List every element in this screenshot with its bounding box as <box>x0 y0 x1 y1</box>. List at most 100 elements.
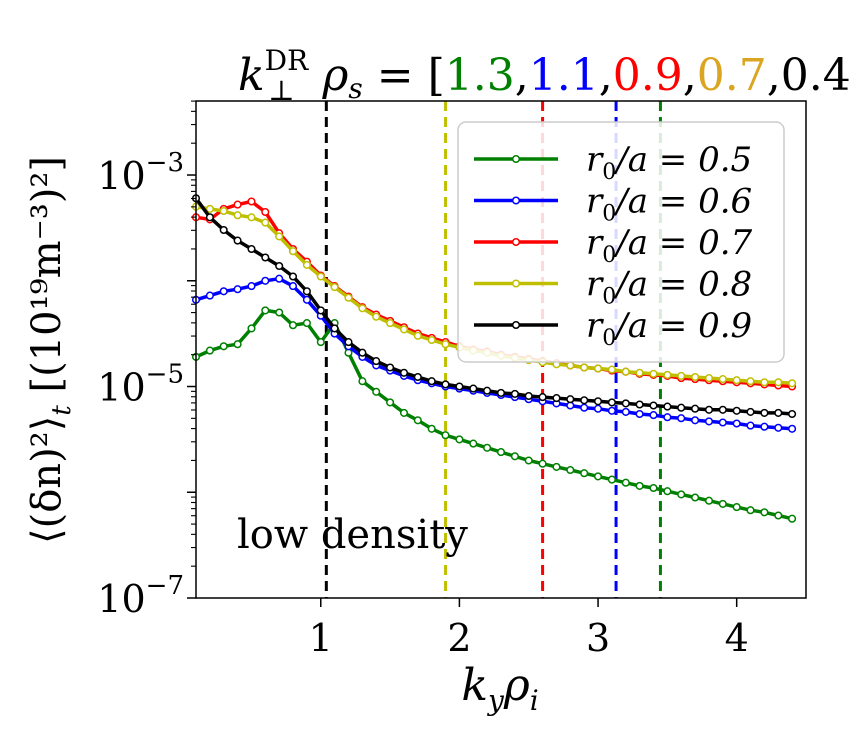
data-point <box>718 375 727 384</box>
legend-marker <box>511 196 521 205</box>
data-point <box>358 348 367 357</box>
data-point <box>677 490 686 499</box>
data-point <box>233 340 242 349</box>
data-point <box>247 244 256 254</box>
data-point <box>510 452 519 461</box>
data-point <box>330 324 339 333</box>
data-point <box>358 377 367 386</box>
data-point <box>621 399 630 408</box>
data-point <box>746 421 755 430</box>
data-point <box>760 422 769 431</box>
data-point <box>580 403 589 412</box>
data-point <box>635 481 644 490</box>
data-point <box>288 321 298 330</box>
plot-frame <box>195 100 807 599</box>
data-point <box>704 417 714 426</box>
data-point <box>593 364 603 373</box>
data-point <box>288 282 298 291</box>
data-point <box>704 374 714 383</box>
data-point <box>718 418 727 427</box>
data-point <box>566 361 575 370</box>
chart-title: kDR⊥ρs = [1.3,1.1,0.9,0.7,0.4] <box>238 44 850 107</box>
data-point <box>330 283 339 292</box>
data-point <box>496 388 506 397</box>
data-point <box>732 376 741 385</box>
data-point <box>247 324 256 333</box>
legend: r0/a = 0.5r0/a = 0.6r0/a = 0.7r0/a = 0.8… <box>457 121 785 363</box>
series-5 <box>191 194 797 419</box>
data-point <box>469 439 478 448</box>
data-point <box>649 483 658 493</box>
data-point <box>663 413 672 422</box>
data-point <box>663 370 672 379</box>
data-point <box>247 282 256 291</box>
data-point <box>732 503 741 512</box>
data-point <box>732 419 741 428</box>
data-point <box>510 389 519 398</box>
data-point <box>441 340 450 349</box>
axes-box <box>195 100 807 599</box>
data-point <box>552 462 561 471</box>
legend-marker <box>511 237 521 247</box>
data-point <box>566 395 575 404</box>
data-point <box>635 368 644 377</box>
legend-box <box>457 121 785 363</box>
data-point <box>205 213 214 222</box>
data-point <box>774 378 783 387</box>
data-point <box>788 514 797 523</box>
data-point <box>760 378 769 387</box>
data-point <box>386 319 395 328</box>
data-point <box>732 406 741 415</box>
data-point <box>496 448 506 457</box>
data-point <box>746 506 755 515</box>
data-point <box>621 407 630 416</box>
data-point <box>677 414 686 423</box>
data-point <box>275 232 284 241</box>
data-point <box>247 213 256 222</box>
data-point <box>386 398 395 407</box>
series-4 <box>191 202 797 388</box>
data-point <box>441 380 450 389</box>
data-point <box>233 285 242 294</box>
data-point <box>316 338 325 347</box>
data-point <box>663 487 672 496</box>
data-point <box>552 394 561 403</box>
legend-entry-3: r0/a = 0.7 <box>474 223 753 268</box>
data-point <box>288 272 298 281</box>
data-point <box>302 295 311 304</box>
data-point <box>663 402 672 411</box>
data-point <box>649 401 658 410</box>
data-point <box>233 236 242 245</box>
data-point <box>760 508 769 517</box>
data-point <box>677 371 686 380</box>
data-point <box>607 475 616 484</box>
annotation-low-density: low density <box>237 512 468 558</box>
data-point <box>344 338 353 347</box>
y-tick-label: 10−3 <box>97 148 184 198</box>
data-point <box>399 408 409 417</box>
data-point <box>219 206 228 216</box>
legend-marker <box>511 279 521 288</box>
data-point <box>372 357 381 366</box>
data-point <box>746 407 755 416</box>
data-point <box>469 384 478 393</box>
data-point <box>593 397 603 406</box>
data-point <box>455 382 464 391</box>
data-point <box>358 304 367 313</box>
data-point <box>205 291 214 300</box>
data-point <box>302 287 311 296</box>
data-point <box>718 499 727 508</box>
data-point <box>261 207 270 217</box>
data-point <box>704 405 714 414</box>
data-point <box>788 424 797 433</box>
data-point <box>691 372 700 382</box>
legend-entry-1: r0/a = 0.5 <box>474 140 752 185</box>
data-point <box>316 306 325 315</box>
data-point <box>344 293 353 302</box>
data-point <box>718 405 727 414</box>
data-point <box>275 274 284 283</box>
legend-label: r0/a = 0.8 <box>586 265 752 310</box>
legend-label: r0/a = 0.9 <box>586 306 752 351</box>
data-point <box>261 276 270 285</box>
data-point <box>746 377 755 386</box>
